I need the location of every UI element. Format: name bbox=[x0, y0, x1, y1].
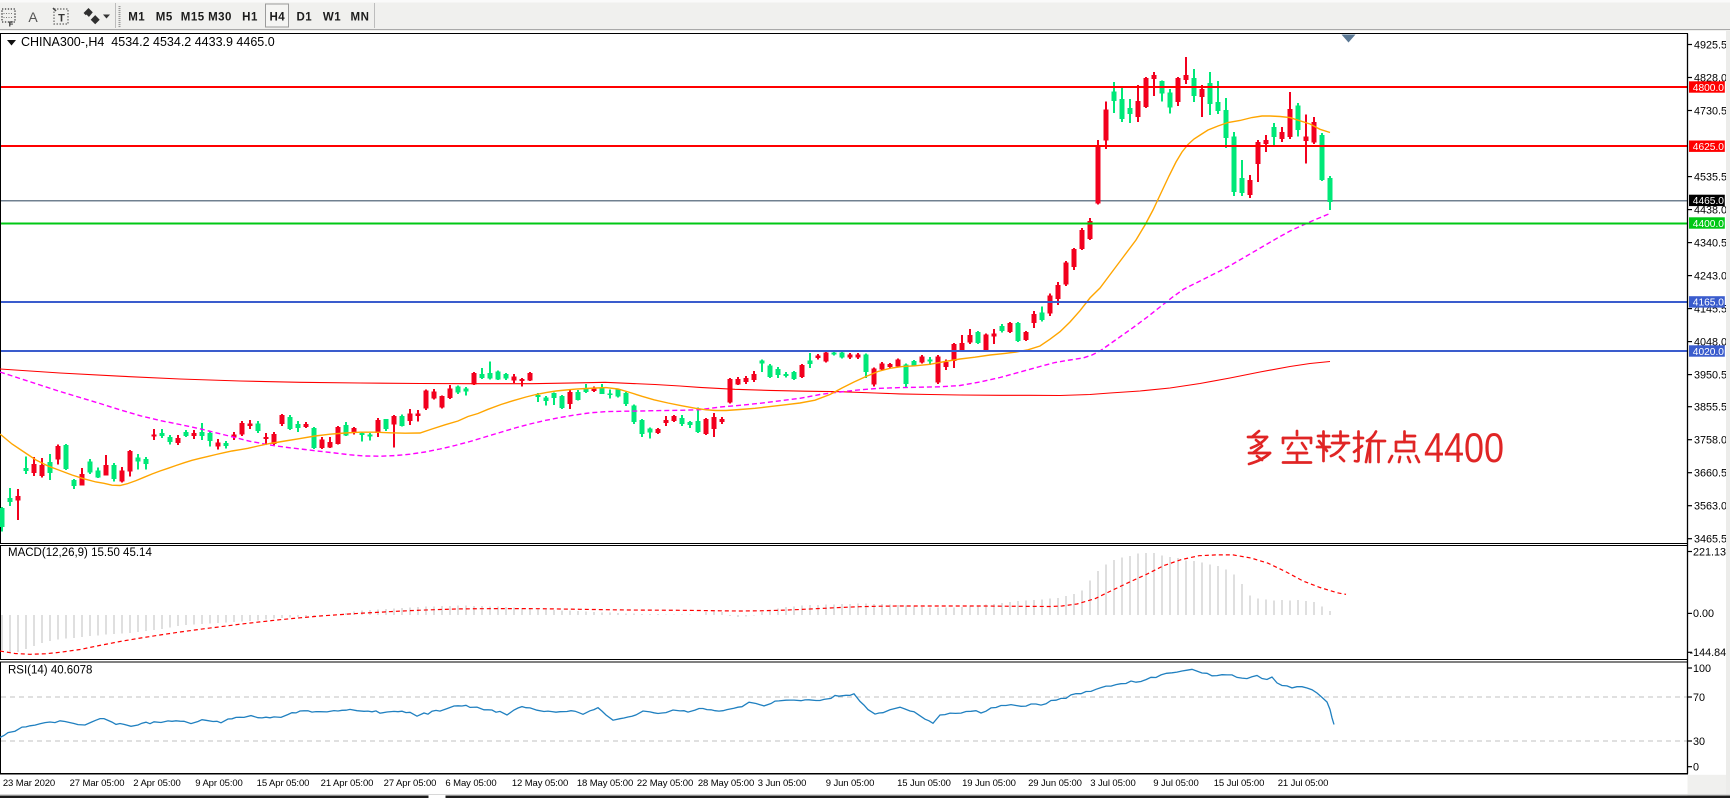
svg-text:70: 70 bbox=[1693, 692, 1705, 704]
svg-text:22 May 05:00: 22 May 05:00 bbox=[637, 778, 693, 789]
svg-text:M1: M1 bbox=[128, 12, 145, 24]
svg-text:3 Jul 05:00: 3 Jul 05:00 bbox=[1090, 778, 1135, 789]
svg-text:221.13: 221.13 bbox=[1693, 546, 1726, 558]
svg-text:M30: M30 bbox=[208, 12, 232, 24]
svg-text:3563.0: 3563.0 bbox=[1694, 501, 1727, 513]
svg-text:4340.5: 4340.5 bbox=[1694, 237, 1727, 249]
svg-text:29 Jun 05:00: 29 Jun 05:00 bbox=[1028, 778, 1082, 789]
svg-text:21 Apr 05:00: 21 Apr 05:00 bbox=[321, 778, 374, 789]
svg-text:RSI(14) 40.6078: RSI(14) 40.6078 bbox=[8, 665, 92, 677]
svg-text:28 May 05:00: 28 May 05:00 bbox=[698, 778, 754, 789]
svg-text:100: 100 bbox=[1693, 663, 1711, 675]
svg-text:MACD(12,26,9) 15.50 45.14: MACD(12,26,9) 15.50 45.14 bbox=[8, 547, 152, 559]
svg-text:0: 0 bbox=[1693, 762, 1699, 774]
svg-text:W1: W1 bbox=[323, 12, 341, 24]
svg-text:4925.5: 4925.5 bbox=[1694, 39, 1727, 51]
svg-text:0.00: 0.00 bbox=[1693, 608, 1714, 620]
svg-text:4165.0: 4165.0 bbox=[1693, 298, 1724, 309]
svg-text:M5: M5 bbox=[156, 12, 173, 24]
svg-text:H4: H4 bbox=[269, 12, 285, 24]
svg-text:9 Jul 05:00: 9 Jul 05:00 bbox=[1153, 778, 1198, 789]
svg-text:9 Apr 05:00: 9 Apr 05:00 bbox=[195, 778, 243, 789]
svg-text:4730.5: 4730.5 bbox=[1694, 105, 1727, 117]
svg-text:30: 30 bbox=[1693, 736, 1705, 748]
svg-text:H1: H1 bbox=[242, 12, 258, 24]
svg-text:A: A bbox=[28, 9, 38, 25]
svg-text:4400.0: 4400.0 bbox=[1693, 219, 1724, 230]
svg-text:-144.84: -144.84 bbox=[1690, 647, 1727, 659]
svg-text:19 Jun 05:00: 19 Jun 05:00 bbox=[962, 778, 1016, 789]
svg-text:M15: M15 bbox=[181, 12, 205, 24]
svg-text:4800.0: 4800.0 bbox=[1693, 83, 1724, 94]
svg-text:27 Apr 05:00: 27 Apr 05:00 bbox=[384, 778, 437, 789]
svg-text:21 Jul 05:00: 21 Jul 05:00 bbox=[1278, 778, 1329, 789]
svg-text:18 May 05:00: 18 May 05:00 bbox=[577, 778, 633, 789]
svg-text:MN: MN bbox=[351, 12, 370, 24]
svg-text:T: T bbox=[58, 13, 65, 25]
svg-text:15 Jun 05:00: 15 Jun 05:00 bbox=[897, 778, 951, 789]
svg-text:4625.0: 4625.0 bbox=[1693, 142, 1724, 153]
svg-text:3950.5: 3950.5 bbox=[1694, 369, 1727, 381]
svg-text:D1: D1 bbox=[296, 12, 312, 24]
svg-text:3758.0: 3758.0 bbox=[1694, 435, 1727, 447]
svg-text:27 Mar 05:00: 27 Mar 05:00 bbox=[70, 778, 125, 789]
svg-text:4465.0: 4465.0 bbox=[1693, 196, 1724, 207]
svg-text:3 Jun 05:00: 3 Jun 05:00 bbox=[758, 778, 807, 789]
svg-text:3465.5: 3465.5 bbox=[1694, 534, 1727, 546]
svg-text:2 Apr 05:00: 2 Apr 05:00 bbox=[133, 778, 181, 789]
svg-text:4535.5: 4535.5 bbox=[1694, 171, 1727, 183]
svg-text:4243.0: 4243.0 bbox=[1694, 270, 1727, 282]
svg-text:F: F bbox=[9, 20, 14, 29]
svg-text:15 Apr 05:00: 15 Apr 05:00 bbox=[257, 778, 310, 789]
svg-text:4020.0: 4020.0 bbox=[1693, 347, 1724, 358]
svg-text:4400: 4400 bbox=[1424, 424, 1504, 471]
svg-text:CHINA300-,H4 4534.2 4534.2 44: CHINA300-,H4 4534.2 4534.2 4433.9 4465.0 bbox=[21, 35, 275, 49]
svg-text:9 Jun 05:00: 9 Jun 05:00 bbox=[826, 778, 875, 789]
svg-text:6 May 05:00: 6 May 05:00 bbox=[445, 778, 496, 789]
svg-text:15 Jul 05:00: 15 Jul 05:00 bbox=[1214, 778, 1265, 789]
svg-text:12 May 05:00: 12 May 05:00 bbox=[512, 778, 568, 789]
svg-text:3660.5: 3660.5 bbox=[1694, 468, 1727, 480]
svg-text:3855.5: 3855.5 bbox=[1694, 402, 1727, 414]
svg-text:23 Mar 2020: 23 Mar 2020 bbox=[3, 778, 55, 789]
